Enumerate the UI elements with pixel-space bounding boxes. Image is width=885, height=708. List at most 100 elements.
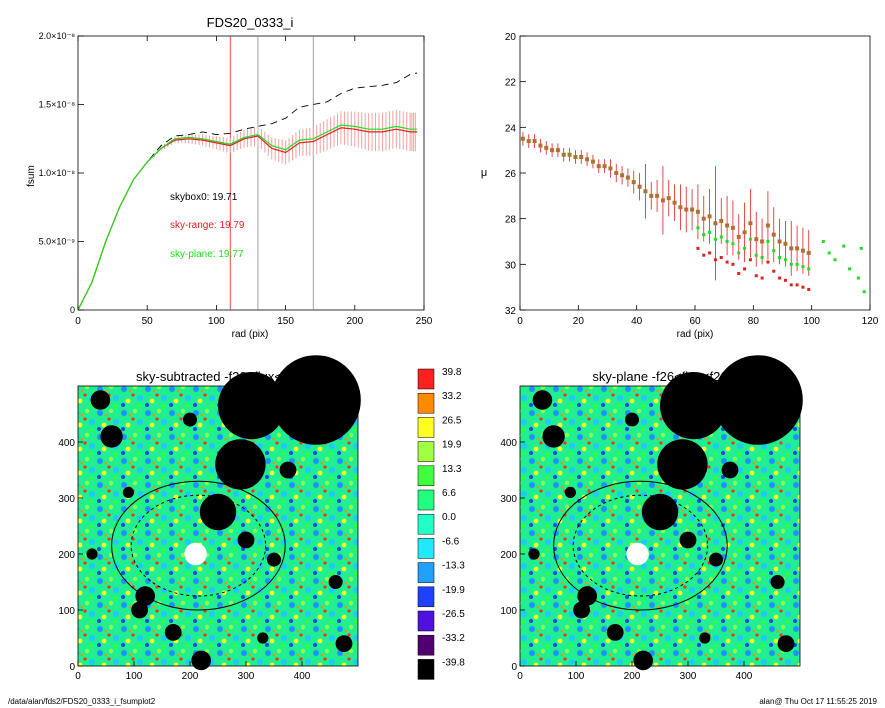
mu-point-red [731, 262, 735, 266]
mu-point [695, 209, 700, 214]
mu-point [614, 171, 619, 175]
sky-subtracted-masked-source [267, 552, 281, 567]
mu-point [538, 143, 543, 148]
x-tick-label: 300 [680, 671, 697, 682]
mu-point [771, 232, 776, 237]
colorbar-label: -6.6 [442, 536, 460, 547]
sky-subtracted-frame [77, 385, 359, 667]
x-tick-label: 200 [346, 316, 363, 327]
mu-point [555, 148, 560, 153]
mu-point [795, 246, 800, 251]
y-tick-label: 32 [505, 306, 517, 317]
sky-subtracted-saturated-core [184, 542, 207, 566]
y-tick-label: 26 [505, 169, 517, 180]
x-tick-label: 100 [126, 671, 143, 682]
sky-subtracted-outer-ellipse [111, 480, 286, 611]
sky-subtracted-masked-source [271, 355, 361, 445]
y-tick-label: 22 [505, 78, 517, 89]
sky-range-annotation: sky-range: 19.79 [170, 220, 245, 231]
y-tick-label: 1.0×10⁻⁸ [39, 168, 76, 178]
colorbar-label: 39.8 [442, 367, 462, 378]
mu-point-green [795, 262, 799, 266]
sky-plane-masked-source [564, 486, 577, 498]
sky-plane-image-panel: sky-plane -f26<flux<f26 0 100 200 300 400 01… [500, 355, 803, 682]
sky-plane-masked-source [528, 548, 540, 560]
mu-point [585, 157, 590, 162]
mu-point-red [783, 278, 787, 282]
mu-point [666, 196, 671, 201]
mu-point-green [748, 237, 752, 241]
mu-point-outer [859, 246, 863, 250]
y-tick-label: 28 [505, 215, 517, 226]
sky-subtracted-masked-source [290, 408, 314, 431]
mu-point-green [713, 237, 717, 241]
x-tick-label: 50 [142, 316, 154, 327]
mu-point [707, 214, 712, 219]
colorbar: 39.8 33.2 26.5 19.9 13.3 6.6 0.0 -6.6 -13.3 -19.9… [417, 367, 465, 680]
mu-point [561, 152, 566, 157]
colorbar-label: 6.6 [442, 488, 456, 499]
mu-point [760, 239, 765, 244]
user-date-footer: alan@ Thu Oct 17 11:55:25 2019 [759, 697, 877, 706]
sky-plane-masked-source [641, 493, 679, 531]
fsum-series [77, 72, 418, 311]
sky-plane-masked-source [542, 425, 565, 448]
mu-point [730, 225, 735, 230]
green-series-line [77, 124, 418, 311]
colorbar-swatch [417, 465, 435, 487]
fsum-x-ticks: 0 50 100 150 200 250 [75, 36, 433, 327]
x-tick-label: 200 [182, 671, 199, 682]
mu-point-green [731, 242, 735, 246]
colorbar-label: -26.5 [442, 609, 465, 620]
mu-point-green [743, 246, 747, 250]
colorbar-swatch [417, 417, 435, 438]
colorbar-label: 26.5 [442, 415, 462, 426]
sky-subtracted-masked-source [164, 624, 182, 641]
sky-plane-masked-source [532, 390, 553, 410]
mu-point-red [789, 283, 793, 287]
mu-point [783, 241, 788, 246]
skybox0-annotation: skybox0: 19.71 [170, 192, 238, 203]
y-tick-label: 1.5×10⁻⁸ [39, 100, 76, 110]
x-tick-label: 0 [75, 316, 81, 327]
colorbar-label: -19.9 [442, 585, 465, 596]
colorbar-swatch [417, 538, 435, 559]
mu-point-red [713, 258, 717, 262]
mu-point [655, 193, 660, 198]
mu-point [608, 166, 613, 171]
sky-subtracted-x-ticks: 0 100 200 300 400 [75, 661, 311, 682]
x-tick-label: 250 [416, 316, 433, 327]
colorbar-swatch [417, 610, 435, 632]
mu-point-green [760, 255, 764, 259]
x-tick-label: 100 [803, 316, 820, 327]
mu-point-green [702, 233, 706, 237]
colorbar-swatch [417, 659, 435, 680]
x-tick-label: 150 [277, 316, 294, 327]
x-tick-label: 0 [517, 316, 523, 327]
fsum-profile-panel: FDS20_0333_i 0 50 100 150 200 250 0 5.0×10⁻⁹ 1.… [26, 15, 433, 340]
y-tick-label: 2.0×10⁻⁸ [39, 31, 76, 41]
sky-plane-masked-source [606, 624, 624, 641]
sky-plane-masked-source [660, 372, 728, 440]
mu-point-red [760, 276, 764, 280]
sky-plane-masked-source [699, 632, 711, 644]
mu-point-red [702, 253, 706, 257]
x-tick-label: 300 [238, 671, 255, 682]
mu-point [789, 246, 794, 251]
mu-point [684, 207, 689, 212]
mu-point-outer [848, 267, 852, 271]
sky-subtracted-masked-source [279, 461, 297, 479]
fsum-plot-frame [77, 35, 425, 311]
sky-subtracted-masked-source [86, 548, 98, 560]
mu-point-outer [827, 251, 831, 255]
colorbar-label: -33.2 [442, 633, 465, 644]
surface-brightness-panel: 0 20 40 60 80 100 120 20 22 24 26 28 30 32 rad (pix)… [481, 32, 879, 340]
mu-point [765, 223, 770, 228]
y-tick-label: 300 [500, 494, 517, 505]
sky-subtracted-masked-source [191, 650, 211, 671]
mu-point-green [807, 267, 811, 271]
x-tick-label: 100 [568, 671, 585, 682]
mu-point-red [708, 251, 712, 255]
mu-point [532, 139, 537, 144]
mu-y-ticks: 20 22 24 26 28 30 32 [505, 32, 526, 317]
